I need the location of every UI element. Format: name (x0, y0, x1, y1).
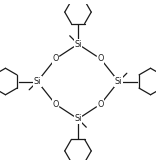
Text: Si: Si (74, 114, 82, 123)
Text: Si: Si (74, 40, 82, 49)
Text: O: O (52, 54, 58, 63)
Text: O: O (98, 54, 104, 63)
Text: O: O (98, 100, 104, 109)
Text: Si: Si (34, 77, 41, 86)
Text: O: O (52, 100, 58, 109)
Text: Si: Si (115, 77, 122, 86)
